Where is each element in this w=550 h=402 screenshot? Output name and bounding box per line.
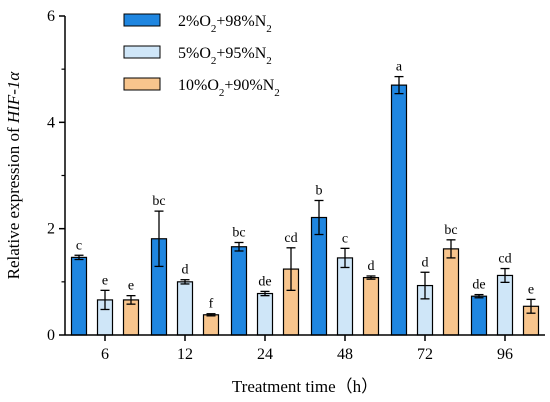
x-tick-label: 48 (337, 346, 353, 363)
bar (176, 281, 194, 336)
significance-label: bc (152, 194, 165, 209)
legend-label: 5%O2+95%N2 (178, 45, 272, 67)
x-tick-label: 12 (177, 346, 193, 363)
significance-label: de (258, 274, 271, 289)
y-tick-label: 6 (47, 8, 55, 25)
y-tick-label: 4 (47, 114, 55, 131)
significance-label: d (368, 259, 375, 274)
bar (390, 84, 408, 336)
legend-swatch (123, 13, 161, 27)
x-tick-label: 6 (101, 346, 109, 363)
significance-label: d (422, 255, 429, 270)
significance-label: de (472, 278, 485, 293)
significance-label: e (528, 282, 534, 297)
bar (496, 274, 514, 336)
x-tick-label: 96 (497, 346, 513, 363)
legend: 2%O2+98%N2 5%O2+95%N2 10%O2+90%N2 (123, 13, 280, 99)
significance-label: d (182, 263, 189, 278)
bar (256, 292, 274, 336)
bar (122, 299, 140, 336)
significance-label: cd (498, 252, 511, 267)
axis-titles: Treatment time（h） Relative expression of … (4, 71, 378, 396)
legend-label: 2%O2+98%N2 (178, 13, 272, 35)
significance-label: cd (284, 231, 297, 246)
x-axis-title: Treatment time（h） (232, 377, 378, 396)
significance-label: a (396, 60, 403, 75)
y-tick-label: 2 (47, 221, 55, 238)
bar (470, 295, 488, 336)
significance-label: e (102, 273, 108, 288)
bar (70, 256, 88, 336)
significance-label: b (316, 183, 323, 198)
significance-label: bc (232, 225, 245, 240)
bar (336, 257, 354, 336)
y-axis-title: Relative expression of HIF-1α (4, 71, 23, 280)
x-tick-label: 72 (417, 346, 433, 363)
y-tick-label: 0 (47, 327, 55, 344)
significance-label: f (209, 297, 214, 312)
x-tick-label: 24 (257, 346, 273, 363)
significance-label: e (128, 279, 134, 294)
bar (202, 314, 220, 336)
bar (230, 246, 248, 336)
bar (362, 276, 380, 336)
significance-label: bc (444, 223, 457, 238)
legend-label: 10%O2+90%N2 (178, 77, 280, 99)
legend-swatch (123, 45, 161, 59)
significance-label: c (76, 238, 82, 253)
significance-label: c (342, 231, 348, 246)
legend-swatch (123, 77, 161, 91)
bar (442, 248, 460, 336)
